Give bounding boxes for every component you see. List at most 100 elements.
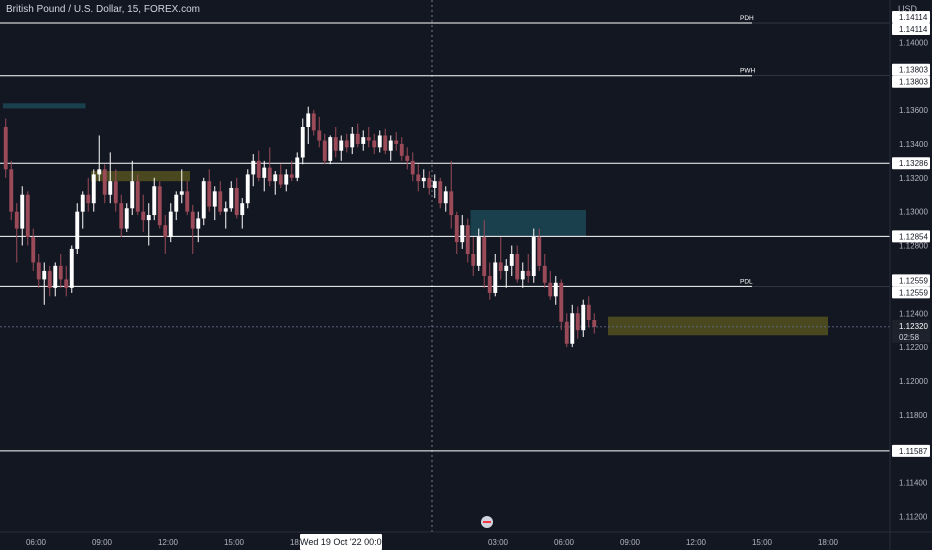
candle-body <box>256 160 261 178</box>
time-tick-label: 15:00 <box>752 538 773 547</box>
candle-body <box>284 174 289 185</box>
level-price-label: 1.13803 <box>899 78 928 87</box>
candle-body <box>135 181 140 212</box>
candle-body <box>152 186 157 216</box>
candle-body <box>223 208 228 212</box>
candle-body <box>42 270 47 280</box>
candle-body <box>240 203 245 216</box>
price-tick-label: 1.11200 <box>899 512 928 521</box>
time-tick-label: 09:00 <box>92 538 113 547</box>
countdown-bg <box>892 331 930 343</box>
level-price-tag: 1.14114 <box>899 13 928 22</box>
candle-body <box>443 191 448 204</box>
candle-body <box>86 194 91 204</box>
price-tick-label: 1.12400 <box>899 309 928 318</box>
candle-body <box>449 191 454 216</box>
candle-body <box>58 265 63 280</box>
zone-supply-left <box>3 103 86 109</box>
candle-body <box>399 143 404 156</box>
level-price-label: 1.13286 <box>899 159 928 168</box>
candle-body <box>526 270 531 277</box>
candle-body <box>377 135 382 148</box>
candle-body <box>185 191 190 212</box>
candle-body <box>460 225 465 243</box>
price-tick-label: 1.12200 <box>899 343 928 352</box>
candle-body <box>80 194 85 212</box>
candle-body <box>9 169 14 212</box>
candle-body <box>438 181 443 204</box>
level-price-label: 1.12854 <box>899 232 928 241</box>
candle-body <box>509 253 514 266</box>
candle-body <box>229 187 234 209</box>
price-axis: 1.140001.138001.136001.134001.132001.130… <box>889 0 930 550</box>
time-tick-label: 06:00 <box>554 538 575 547</box>
candle-body <box>471 253 476 266</box>
candle-body <box>174 194 179 212</box>
candle-body <box>498 262 503 271</box>
level-price-label-bg <box>892 286 930 299</box>
candle-body <box>102 169 107 195</box>
candle-body <box>586 304 591 321</box>
candle-body <box>124 208 129 229</box>
candle-body <box>454 215 459 243</box>
time-tick-label: 03:00 <box>488 538 509 547</box>
zone-demand-left <box>91 171 190 182</box>
candle-body <box>427 177 432 188</box>
candle-body <box>542 265 547 283</box>
candle-body <box>207 181 212 207</box>
candle-body <box>141 211 146 221</box>
candle-body <box>212 191 217 207</box>
level-price-tag-bg <box>892 63 930 76</box>
level-price-label: 1.11587 <box>899 447 928 456</box>
level-price-tag-bg <box>892 274 930 287</box>
candle-body <box>388 140 393 151</box>
candle-body <box>322 140 327 161</box>
candle-body <box>278 174 283 185</box>
candle-body <box>432 181 437 188</box>
candle-body <box>130 181 135 209</box>
price-tick-label: 1.11400 <box>899 479 928 488</box>
price-tick-label: 1.14000 <box>899 38 928 47</box>
candle-body <box>328 137 333 161</box>
candle-body <box>267 167 272 182</box>
currency-label: USD <box>898 4 918 14</box>
candle-body <box>146 215 151 221</box>
time-tick-label: 15:00 <box>224 538 245 547</box>
level-tag: PDH <box>740 15 754 22</box>
candle-body <box>592 320 597 327</box>
candle-body <box>559 282 564 322</box>
candle-body <box>25 194 30 238</box>
level-price-label: 1.14114 <box>899 25 928 34</box>
candle-body <box>333 137 338 151</box>
candle-body <box>157 186 162 226</box>
candle-body <box>476 237 481 266</box>
candle-body <box>75 211 80 249</box>
time-tick-label: 09:00 <box>620 538 641 547</box>
price-tick-label: 1.13600 <box>899 106 928 115</box>
symbol-title: British Pound / U.S. Dollar, 15, FOREX.c… <box>6 4 200 15</box>
candle-body <box>14 211 19 229</box>
candle-body <box>289 174 294 178</box>
candle-body <box>537 237 542 266</box>
candle-body <box>295 157 300 178</box>
zone-supply <box>470 209 586 237</box>
candle-body <box>410 160 415 175</box>
level-price-label-bg <box>892 23 930 36</box>
candle-body <box>201 181 206 219</box>
candle-body <box>570 313 575 344</box>
candle-body <box>405 155 410 161</box>
level-price-label-bg <box>892 157 930 170</box>
level-price-tag: 1.12559 <box>899 276 928 285</box>
candle-body <box>300 126 305 158</box>
candle-body <box>113 181 118 204</box>
candle-body <box>361 137 366 144</box>
crosshair-layer <box>0 0 890 532</box>
price-tick-label: 1.13200 <box>899 174 928 183</box>
candle-body <box>3 126 8 170</box>
indicator-toggle-icon[interactable] <box>481 516 493 528</box>
level-price-label-bg <box>892 75 930 88</box>
candle-body <box>306 113 311 127</box>
candle-body <box>520 270 525 280</box>
price-tick-label: 1.13000 <box>899 208 928 217</box>
zone-demand <box>608 316 828 336</box>
